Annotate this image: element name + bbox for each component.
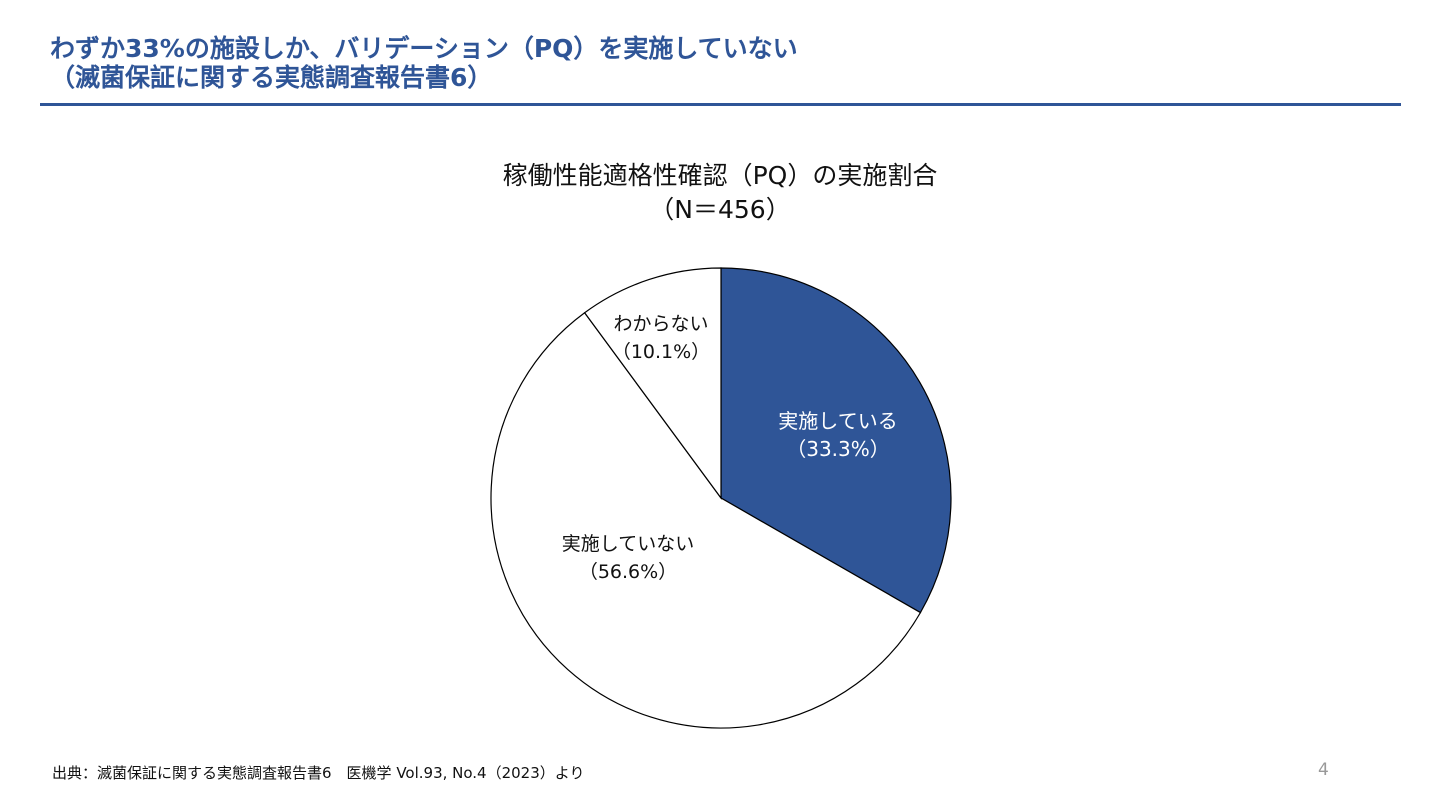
chart-title: 稼働性能適格性確認（PQ）の実施割合: [502, 161, 938, 190]
slice-label-unknown: わからない （10.1%）: [612, 310, 710, 366]
slice-pct-text: （56.6%）: [578, 561, 678, 583]
pie-slice-1: [490, 311, 922, 729]
slide-title-line2: （滅菌保証に関する実態調査報告書6）: [50, 63, 493, 92]
title-divider: [40, 103, 1401, 106]
pie-slice-0: [720, 267, 952, 614]
source-footer: 出典：滅菌保証に関する実態調査報告書6 医機学 Vol.93, No.4（202…: [52, 764, 585, 782]
slice-label-text: わからない: [613, 313, 709, 335]
slide-title-line1: わずか33%の施設しか、バリデーション（PQ）を実施していない: [50, 34, 798, 63]
slice-label-text: 実施していない: [561, 533, 695, 555]
page-number: 4: [1318, 760, 1329, 780]
slice-pct-text: （33.3%）: [786, 437, 890, 461]
chart-subtitle: （N＝456）: [649, 195, 791, 224]
slide-title: わずか33%の施設しか、バリデーション（PQ）を実施していない （滅菌保証に関す…: [50, 34, 798, 92]
slice-pct-text: （10.1%）: [611, 341, 711, 363]
slice-label-not-implemented: 実施していない （56.6%）: [562, 530, 694, 586]
pie-slice-2: [583, 267, 722, 500]
slice-label-implemented: 実施している （33.3%）: [778, 407, 897, 463]
slice-label-text: 実施している: [778, 409, 898, 433]
